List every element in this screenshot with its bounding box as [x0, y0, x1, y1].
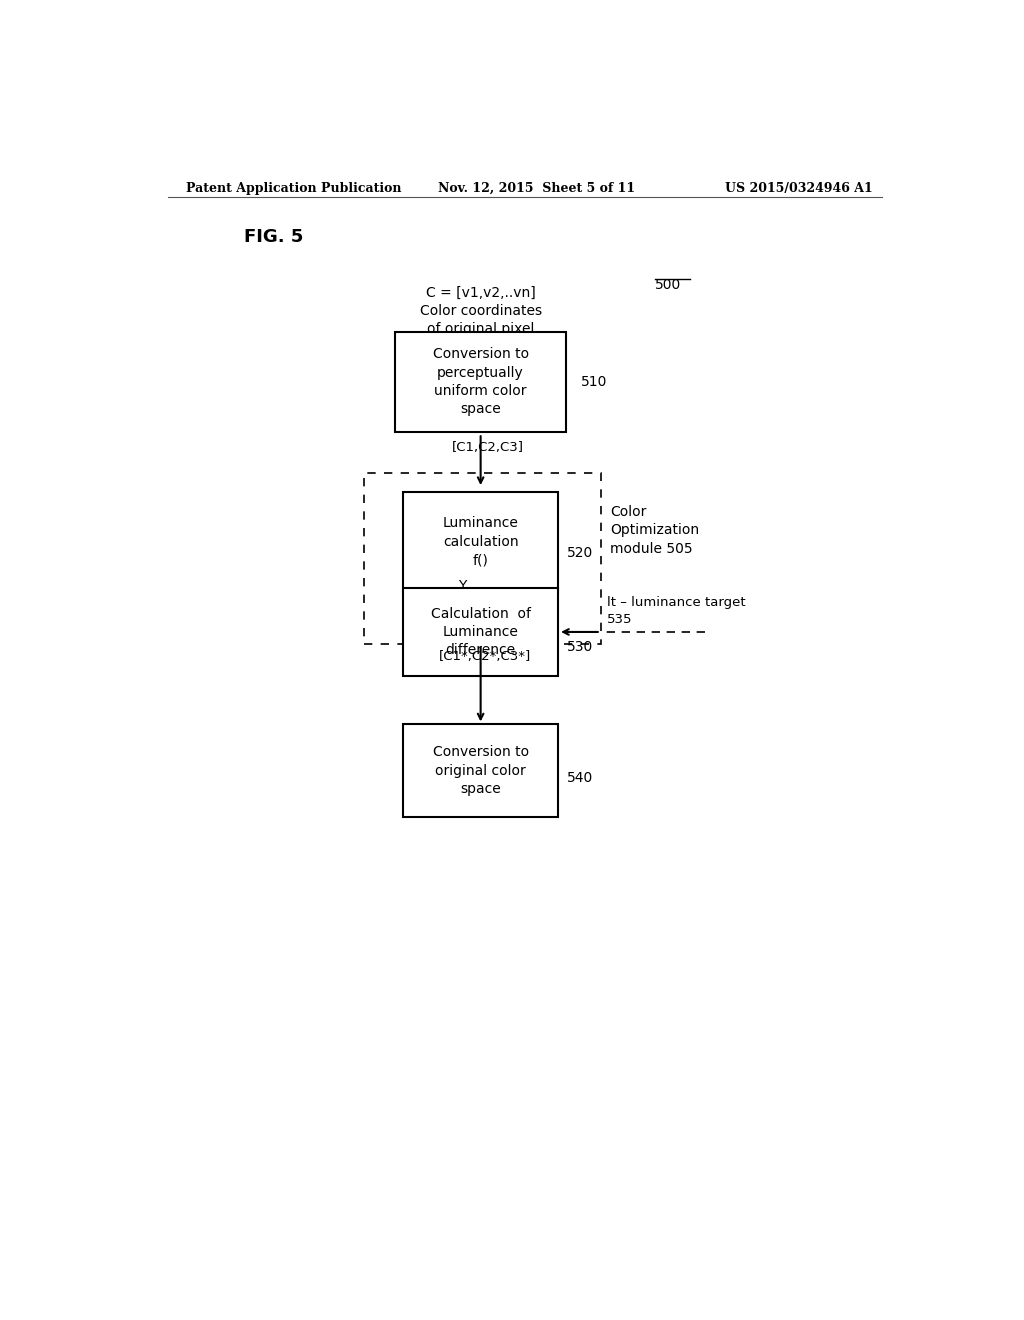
Bar: [403, 587, 558, 676]
Text: Conversion to
perceptually
uniform color
space: Conversion to perceptually uniform color…: [432, 347, 528, 416]
Text: 520: 520: [567, 546, 594, 561]
Text: Patent Application Publication: Patent Application Publication: [186, 182, 401, 194]
Text: 540: 540: [567, 771, 594, 785]
Text: Calculation  of
Luminance
difference: Calculation of Luminance difference: [431, 607, 530, 657]
Text: Nov. 12, 2015  Sheet 5 of 11: Nov. 12, 2015 Sheet 5 of 11: [438, 182, 635, 194]
Text: 500: 500: [655, 277, 681, 292]
Text: Conversion to
original color
space: Conversion to original color space: [432, 746, 528, 796]
Bar: [365, 473, 601, 644]
Bar: [403, 725, 558, 817]
Text: [C1,C2,C3]: [C1,C2,C3]: [453, 441, 524, 454]
Text: 510: 510: [582, 375, 608, 388]
Bar: [395, 331, 566, 432]
Text: [C1*,C2*,C3*]: [C1*,C2*,C3*]: [438, 651, 530, 664]
Text: Color
Optimization
module 505: Color Optimization module 505: [610, 506, 699, 556]
Text: US 2015/0324946 A1: US 2015/0324946 A1: [725, 182, 872, 194]
Bar: [403, 492, 558, 591]
Text: Luminance
calculation
f(): Luminance calculation f(): [442, 516, 518, 568]
Text: C = [v1,v2,..vn]
Color coordinates
of original pixel: C = [v1,v2,..vn] Color coordinates of or…: [420, 285, 542, 337]
Text: Y: Y: [459, 579, 467, 593]
Text: FIG. 5: FIG. 5: [245, 227, 304, 246]
Text: 530: 530: [567, 640, 594, 655]
Text: lt – luminance target
535: lt – luminance target 535: [607, 595, 745, 626]
